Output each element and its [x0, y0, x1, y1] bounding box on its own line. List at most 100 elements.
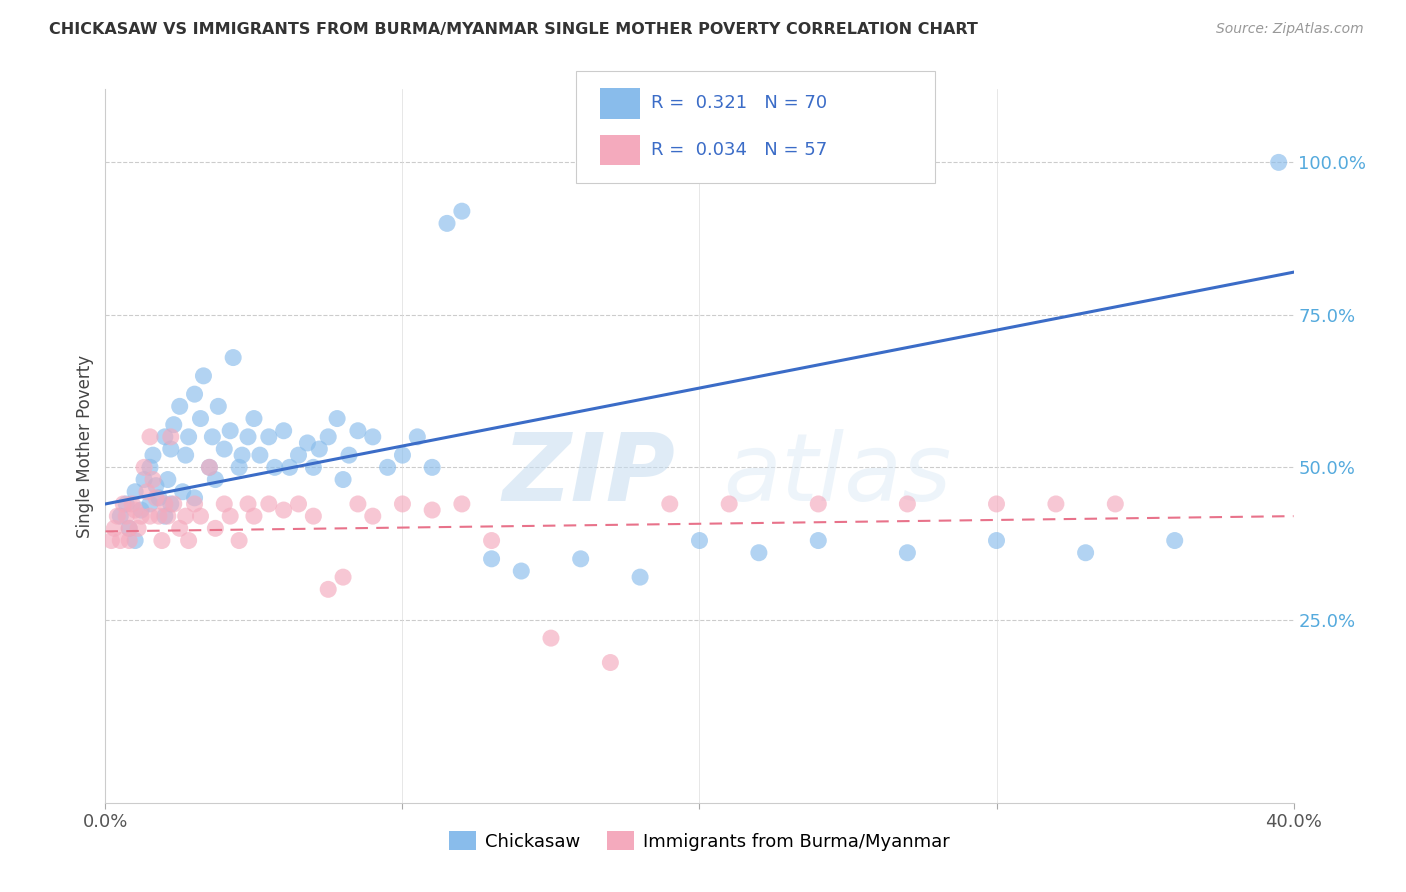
Point — [361, 509, 384, 524]
Point — [145, 491, 167, 505]
Point — [124, 484, 146, 499]
Point — [302, 460, 325, 475]
Point — [689, 533, 711, 548]
Point — [236, 497, 259, 511]
Point — [112, 497, 135, 511]
Point — [658, 497, 681, 511]
Point — [377, 460, 399, 475]
Point — [132, 460, 155, 475]
Point — [169, 521, 191, 535]
Point — [718, 497, 741, 511]
Point — [127, 521, 149, 535]
Point — [302, 509, 325, 524]
Point — [163, 417, 186, 432]
Point — [148, 509, 170, 524]
Text: ZIP: ZIP — [503, 428, 676, 521]
Point — [263, 460, 285, 475]
Point — [214, 497, 236, 511]
Point — [1104, 497, 1126, 511]
Point — [628, 570, 651, 584]
Point — [1045, 497, 1067, 511]
Point — [139, 460, 162, 475]
Point — [406, 430, 429, 444]
Point — [115, 497, 138, 511]
Point — [139, 497, 162, 511]
Point — [450, 204, 472, 219]
Point — [115, 509, 138, 524]
Point — [124, 503, 146, 517]
Point — [148, 491, 170, 505]
Point — [207, 400, 229, 414]
Point — [201, 430, 224, 444]
Point — [228, 460, 250, 475]
Point — [150, 533, 173, 548]
Point — [103, 521, 125, 535]
Point — [540, 631, 562, 645]
Point — [142, 448, 165, 462]
Point — [156, 509, 179, 524]
Point — [807, 497, 830, 511]
Point — [332, 570, 354, 584]
Point — [236, 430, 259, 444]
Point — [183, 387, 205, 401]
Point — [183, 491, 205, 505]
Text: CHICKASAW VS IMMIGRANTS FROM BURMA/MYANMAR SINGLE MOTHER POVERTY CORRELATION CHA: CHICKASAW VS IMMIGRANTS FROM BURMA/MYANM… — [49, 22, 979, 37]
Point — [159, 442, 181, 456]
Point — [118, 521, 141, 535]
Point — [243, 509, 266, 524]
Text: atlas: atlas — [723, 429, 952, 520]
Point — [190, 509, 212, 524]
Point — [337, 448, 360, 462]
Point — [118, 533, 141, 548]
Point — [481, 533, 503, 548]
Point — [136, 484, 159, 499]
Point — [190, 411, 212, 425]
Point — [450, 497, 472, 511]
Point — [896, 546, 918, 560]
Point — [219, 509, 242, 524]
Point — [986, 497, 1008, 511]
Point — [257, 430, 280, 444]
Point — [278, 460, 301, 475]
Point — [163, 497, 186, 511]
Point — [1164, 533, 1187, 548]
Point — [174, 448, 197, 462]
Point — [807, 533, 830, 548]
Point — [391, 497, 413, 511]
Point — [156, 473, 179, 487]
Point — [257, 497, 280, 511]
Point — [249, 448, 271, 462]
Point — [204, 521, 226, 535]
Point — [316, 430, 339, 444]
Point — [599, 656, 621, 670]
Y-axis label: Single Mother Poverty: Single Mother Poverty — [76, 354, 94, 538]
Point — [153, 430, 176, 444]
Point — [100, 533, 122, 548]
Point — [110, 533, 132, 548]
Point — [177, 533, 200, 548]
Point — [569, 551, 592, 566]
Point — [198, 460, 221, 475]
Point — [105, 509, 128, 524]
Text: R =  0.321   N = 70: R = 0.321 N = 70 — [651, 95, 827, 112]
Point — [1267, 155, 1289, 169]
Point — [153, 497, 176, 511]
Point — [110, 509, 132, 524]
Point — [297, 436, 319, 450]
Point — [177, 430, 200, 444]
Point — [219, 424, 242, 438]
Point — [145, 478, 167, 492]
Point — [510, 564, 533, 578]
Point — [1074, 546, 1097, 560]
Point — [139, 430, 162, 444]
Point — [183, 497, 205, 511]
Point — [316, 582, 339, 597]
Point — [986, 533, 1008, 548]
Point — [748, 546, 770, 560]
Point — [142, 473, 165, 487]
Point — [391, 448, 413, 462]
Point — [273, 503, 295, 517]
Point — [287, 448, 309, 462]
Point — [198, 460, 221, 475]
Text: R =  0.034   N = 57: R = 0.034 N = 57 — [651, 141, 827, 159]
